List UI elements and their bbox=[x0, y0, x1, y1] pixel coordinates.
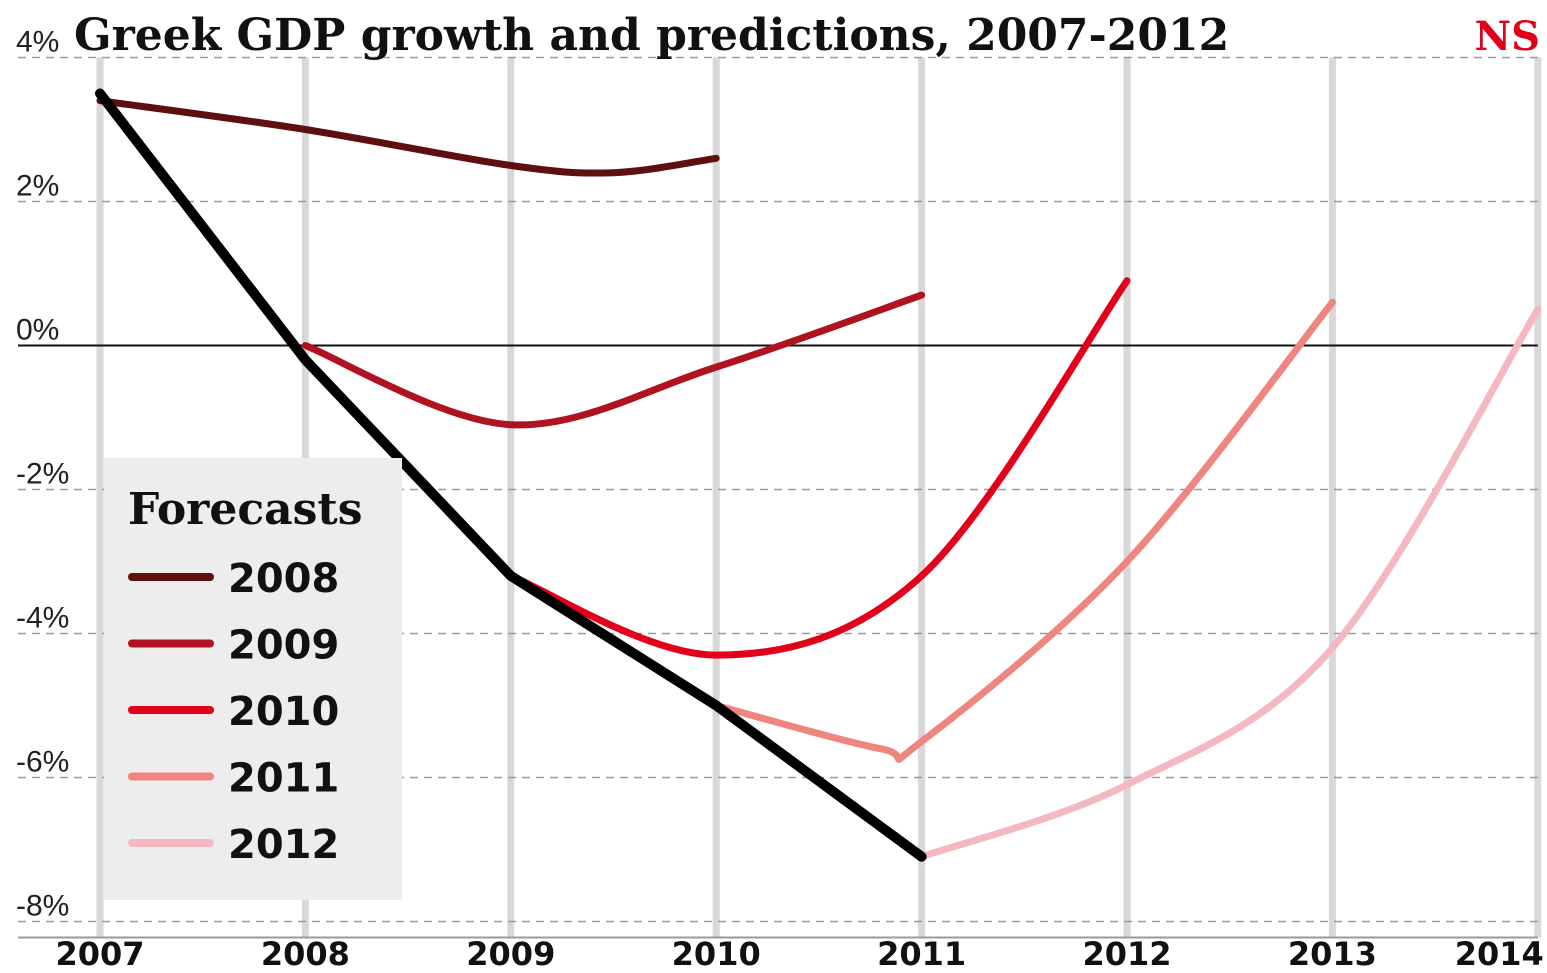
series-lines bbox=[95, 88, 1542, 862]
x-axis-ticks: 2007 2008 2009 2010 2011 2012 2013 2014 bbox=[55, 935, 1543, 973]
y-tick-label: 0% bbox=[16, 314, 59, 347]
legend-background bbox=[104, 458, 402, 900]
x-tick-label: 2009 bbox=[466, 935, 555, 973]
forecast-line-2010 bbox=[507, 277, 1131, 659]
legend: Forecasts 2008 2009 2010 2011 2012 bbox=[104, 458, 402, 900]
brand-logo: NS bbox=[1475, 13, 1540, 60]
forecast-line-2009 bbox=[301, 291, 926, 429]
x-tick-label: 2011 bbox=[877, 935, 966, 973]
x-tick-label: 2008 bbox=[261, 935, 350, 973]
forecast-line-2011 bbox=[712, 298, 1336, 763]
y-axis-ticks: 4% 2% 0% -2% -4% -6% -8% bbox=[16, 26, 69, 923]
legend-label-2008: 2008 bbox=[228, 556, 339, 602]
legend-label-2010: 2010 bbox=[228, 689, 339, 735]
x-tick-label: 2010 bbox=[672, 935, 761, 973]
x-tick-label: 2007 bbox=[55, 935, 144, 973]
legend-label-2009: 2009 bbox=[228, 623, 339, 669]
y-tick-label: -8% bbox=[16, 890, 69, 923]
legend-title: Forecasts bbox=[128, 484, 363, 535]
x-tick-label: 2012 bbox=[1082, 935, 1171, 973]
legend-label-2011: 2011 bbox=[228, 756, 339, 802]
x-tick-label: 2013 bbox=[1288, 935, 1377, 973]
y-tick-label: 4% bbox=[16, 26, 59, 59]
legend-items: 2008 2009 2010 2011 2012 bbox=[128, 556, 339, 868]
chart-title: Greek GDP growth and predictions, 2007-2… bbox=[74, 10, 1229, 61]
x-tick-label: 2014 bbox=[1455, 935, 1544, 973]
forecast-line-2012 bbox=[918, 306, 1542, 861]
actual-gdp-line bbox=[95, 88, 927, 862]
y-tick-label: 2% bbox=[16, 170, 59, 203]
forecast-line-2008 bbox=[96, 97, 720, 177]
legend-label-2012: 2012 bbox=[228, 822, 339, 868]
y-tick-label: -2% bbox=[16, 458, 69, 491]
y-tick-label: -4% bbox=[16, 602, 69, 635]
y-tick-label: -6% bbox=[16, 746, 69, 779]
